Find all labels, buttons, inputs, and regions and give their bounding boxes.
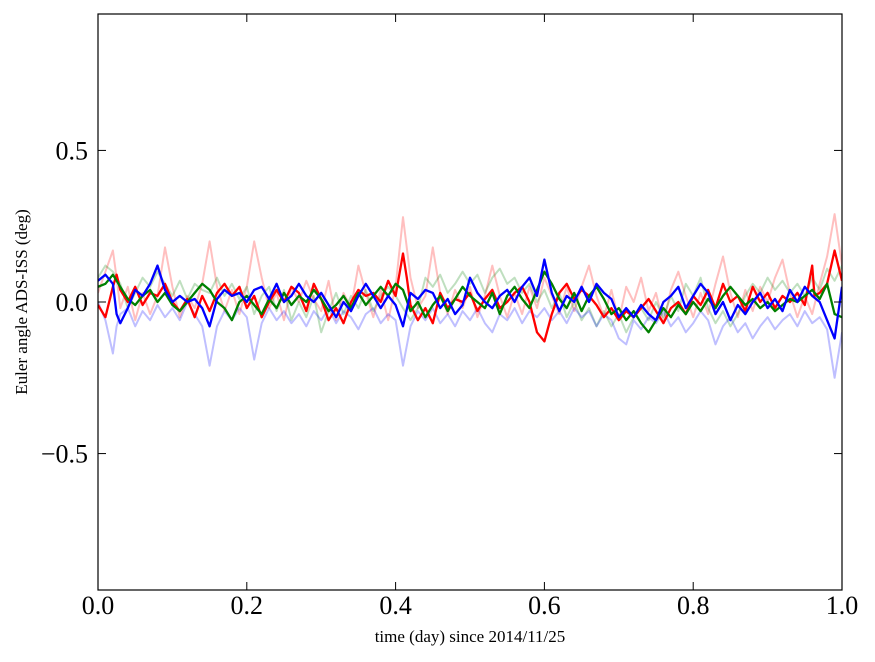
- x-tick-label: 0.2: [231, 591, 264, 620]
- y-axis-label: Euler angle ADS-ISS (deg): [12, 209, 31, 395]
- series-line-2: [98, 264, 842, 334]
- series-line-4: [98, 249, 842, 343]
- x-tick-label: 0.0: [82, 591, 115, 620]
- x-tick-label: 0.4: [379, 591, 412, 620]
- x-tick-label: 1.0: [826, 591, 859, 620]
- y-tick-label: 0.5: [56, 136, 89, 165]
- series-line-6: [98, 258, 842, 340]
- x-tick-label: 0.6: [528, 591, 561, 620]
- series-line-5: [98, 270, 842, 334]
- x-axis-label: time (day) since 2014/11/25: [375, 627, 566, 646]
- x-tick-label: 0.8: [677, 591, 710, 620]
- series-layer: [98, 213, 842, 379]
- series-line-3: [98, 301, 842, 379]
- tick-layer: 0.0 0.2 0.4 0.6 0.8 1.0 −0.5 0.0 0.5: [41, 14, 858, 620]
- y-tick-label: −0.5: [41, 440, 88, 469]
- y-tick-label: 0.0: [56, 288, 89, 317]
